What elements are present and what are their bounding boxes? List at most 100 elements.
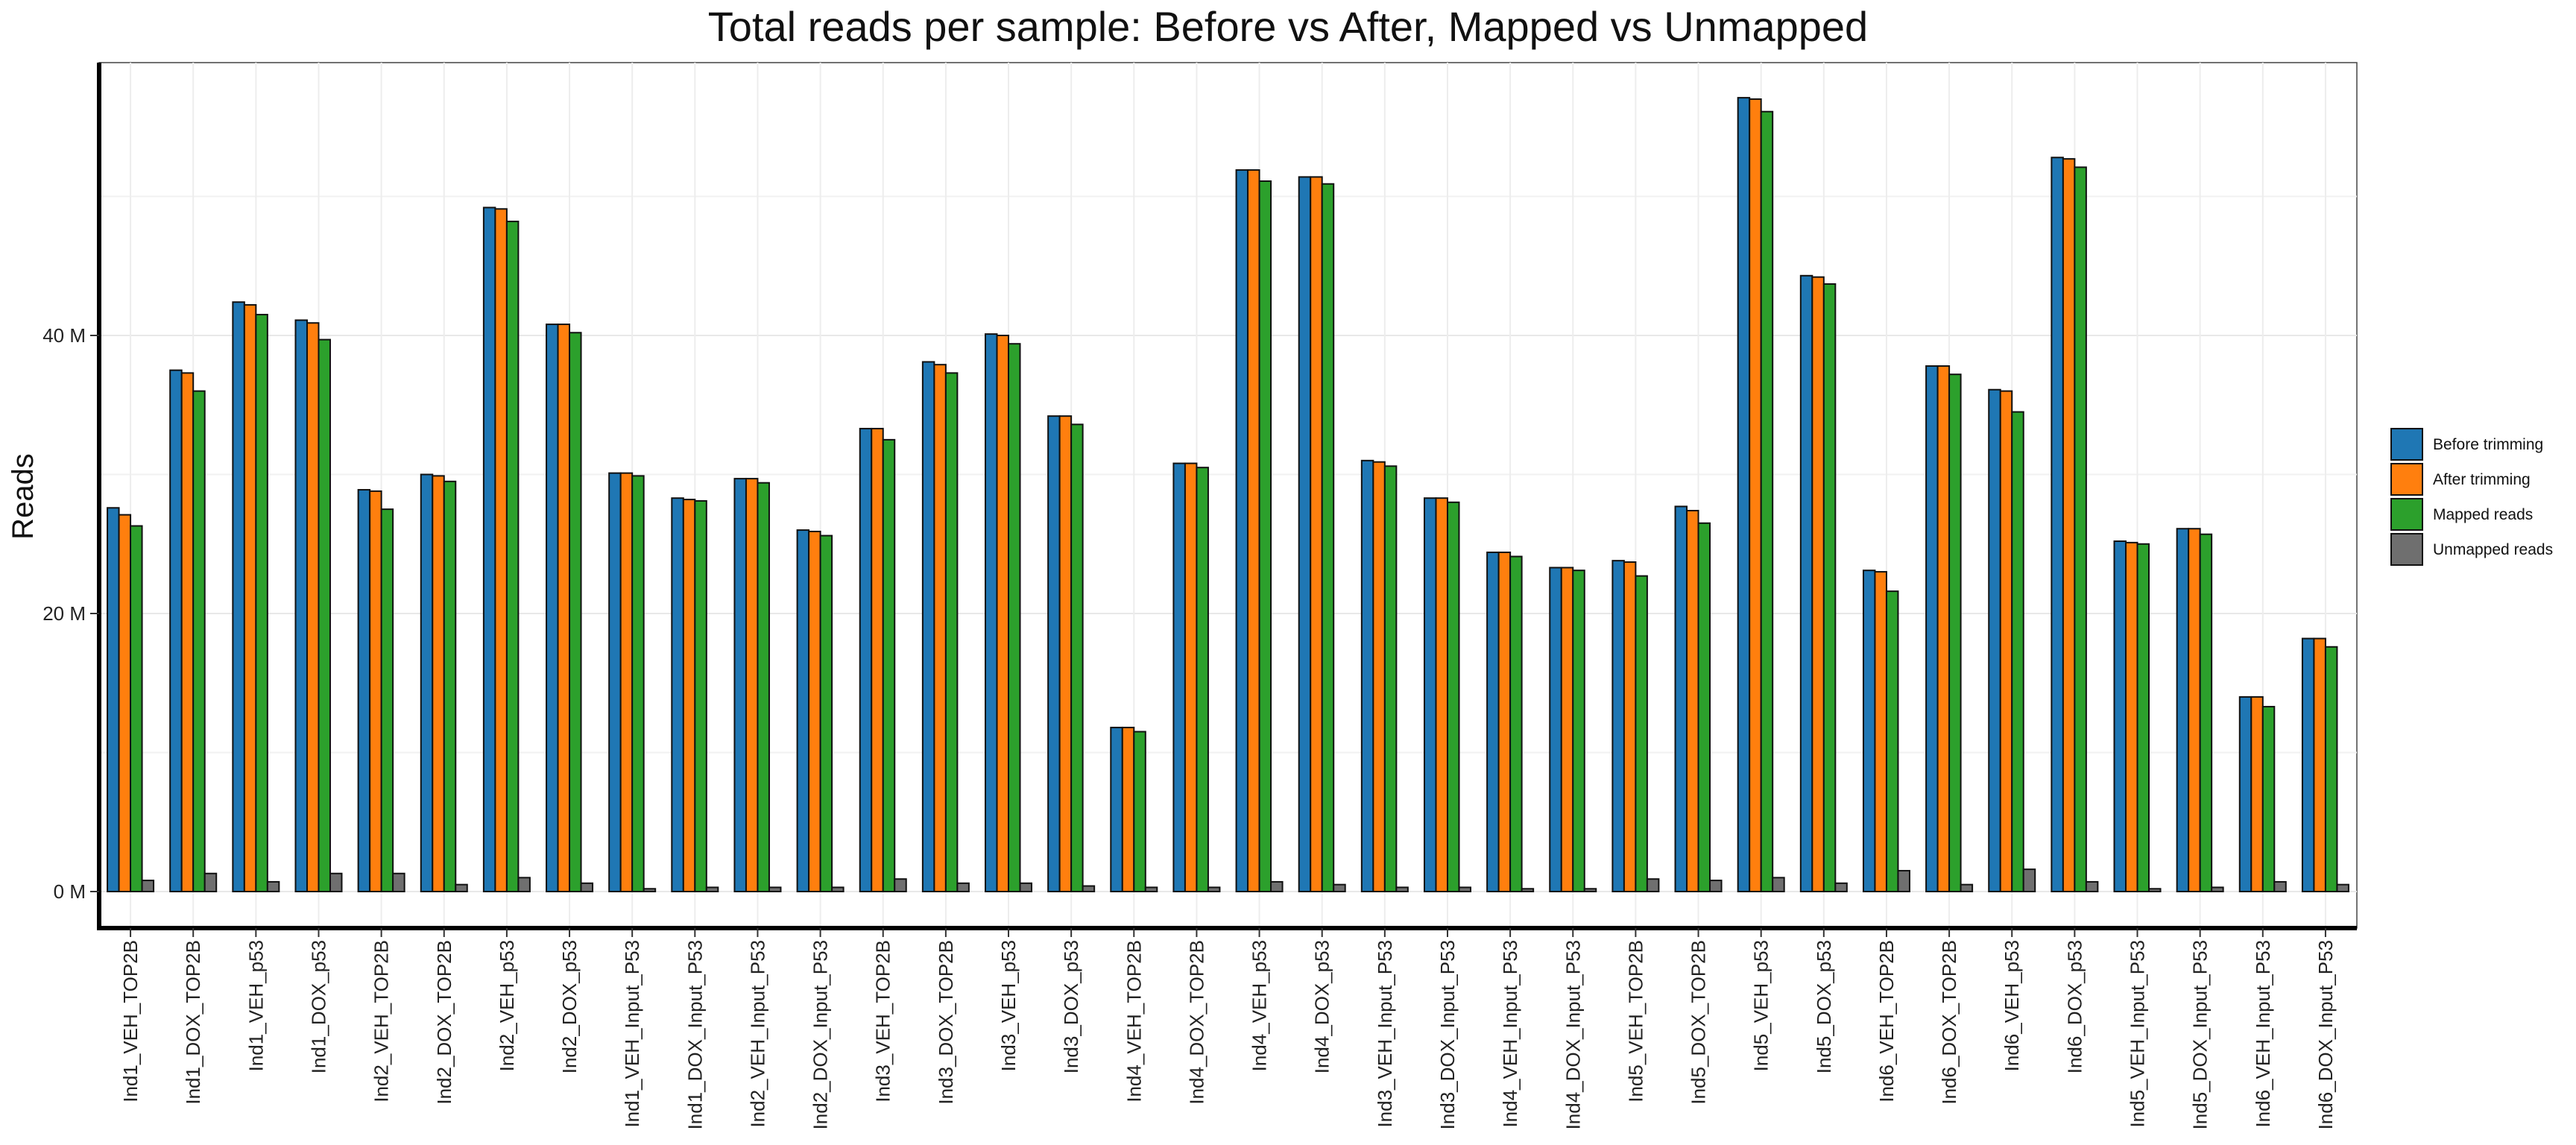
legend-swatch <box>2390 498 2423 531</box>
bar <box>357 489 371 892</box>
bar <box>1235 169 1249 892</box>
bar <box>455 883 468 893</box>
legend-label: Mapped reads <box>2433 506 2533 523</box>
bar <box>1925 365 1939 892</box>
bar <box>1172 462 1186 892</box>
x-tick-label: Ind1_DOX_TOP2B <box>182 940 204 1105</box>
legend-swatch <box>2390 533 2423 566</box>
legend-swatch <box>2390 428 2423 461</box>
bar <box>1583 888 1597 893</box>
bar <box>2148 888 2162 893</box>
bar <box>1635 575 1648 892</box>
bar <box>996 335 1010 892</box>
bar <box>956 882 970 893</box>
axes <box>97 63 2357 930</box>
bar <box>2261 705 2276 893</box>
bar <box>232 301 245 892</box>
bar <box>432 475 445 892</box>
bar <box>294 319 308 892</box>
bar <box>2113 540 2127 893</box>
bar <box>266 880 280 892</box>
bar <box>1058 415 1073 892</box>
bar <box>318 338 331 893</box>
x-tick-label: Ind5_DOX_Input_P53 <box>2189 940 2212 1129</box>
bar <box>420 473 434 892</box>
x-tick-label: Ind3_DOX_Input_P53 <box>1436 940 1459 1129</box>
bar <box>619 472 634 892</box>
chart-title: Total reads per sample: Before vs After,… <box>708 3 1868 50</box>
bar <box>1772 877 1785 892</box>
bar <box>180 372 195 892</box>
bar <box>1395 886 1409 893</box>
x-tick-label: Ind4_DOX_TOP2B <box>1185 940 1208 1105</box>
x-tick-label: Ind6_VEH_TOP2B <box>1875 940 1898 1103</box>
x-tick-label: Ind1_DOX_Input_P53 <box>684 940 706 1129</box>
x-tick-label: Ind6_DOX_TOP2B <box>1938 940 1960 1105</box>
x-tick-label: Ind2_DOX_TOP2B <box>433 940 455 1105</box>
bar <box>2238 695 2253 893</box>
bar <box>329 872 343 893</box>
x-tick-label: Ind4_VEH_TOP2B <box>1123 940 1145 1103</box>
bar <box>1737 97 1751 893</box>
bar <box>1144 886 1158 893</box>
bar <box>1184 462 1198 892</box>
bar <box>192 390 206 892</box>
bar <box>1509 555 1523 892</box>
bar <box>1988 388 2001 892</box>
bar <box>608 472 622 892</box>
x-tick-label: Ind5_VEH_Input_P53 <box>2127 940 2149 1128</box>
bar <box>243 303 257 893</box>
x-tick-label: Ind1_VEH_Input_P53 <box>621 940 643 1128</box>
bar <box>1760 110 1774 893</box>
x-tick-label: Ind5_VEH_p53 <box>1750 940 1772 1071</box>
bar <box>2250 695 2264 893</box>
bar <box>580 882 594 893</box>
bar <box>1383 465 1398 892</box>
x-tick-label: Ind1_VEH_p53 <box>244 940 267 1071</box>
legend-swatch <box>2390 463 2423 496</box>
bar <box>921 361 935 892</box>
bar <box>1834 882 1848 893</box>
bar <box>733 478 747 892</box>
bar <box>306 322 320 893</box>
x-tick-label: Ind2_VEH_TOP2B <box>370 940 393 1103</box>
bar <box>107 507 120 892</box>
bar <box>682 499 696 892</box>
bar <box>2188 528 2201 892</box>
x-tick-label: Ind5_DOX_TOP2B <box>1688 940 1710 1105</box>
bar <box>2074 166 2087 892</box>
legend: Before trimming After trimming Mapped read… <box>2390 428 2553 566</box>
bar <box>1372 461 1386 892</box>
bar <box>643 888 657 893</box>
bar <box>2125 541 2138 892</box>
bar <box>1572 570 1585 892</box>
bar <box>1333 883 1346 893</box>
bar <box>819 534 833 892</box>
bar <box>2199 533 2213 892</box>
x-tick-label: Ind3_DOX_TOP2B <box>935 940 957 1105</box>
bar <box>1885 590 1899 892</box>
bar <box>1321 183 1335 893</box>
bar <box>1623 561 1637 892</box>
bar <box>255 314 268 892</box>
bar <box>2051 157 2064 892</box>
bar <box>757 482 770 892</box>
x-tick-label: Ind4_DOX_Input_P53 <box>1562 940 1584 1129</box>
bar <box>2085 880 2099 892</box>
x-tick-label: Ind2_VEH_p53 <box>496 940 518 1071</box>
x-tick-label: Ind6_VEH_p53 <box>2001 940 2023 1071</box>
x-tick-label: Ind3_VEH_TOP2B <box>872 940 894 1103</box>
bar <box>1822 283 1837 892</box>
bar <box>369 490 382 892</box>
bar <box>392 872 405 893</box>
bar <box>2022 868 2036 893</box>
bar <box>705 886 719 893</box>
bar <box>2324 646 2338 892</box>
bar <box>1070 423 1084 892</box>
bar <box>546 324 559 892</box>
bar <box>1560 567 1574 893</box>
bar <box>1936 365 1951 892</box>
x-tick-label: Ind3_VEH_p53 <box>997 940 1020 1071</box>
x-tick-label: Ind6_VEH_Input_P53 <box>2252 940 2274 1128</box>
